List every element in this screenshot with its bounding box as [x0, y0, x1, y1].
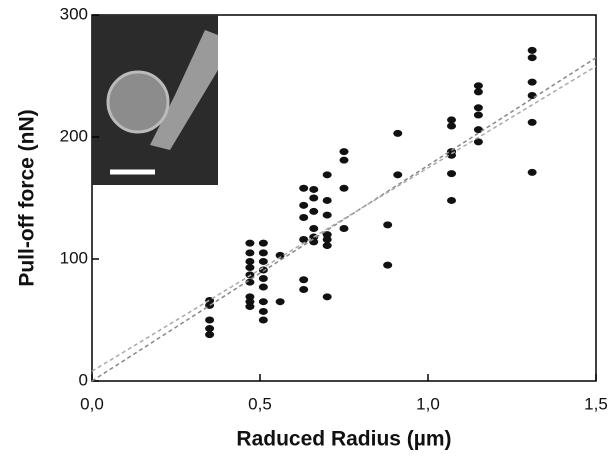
data-point	[258, 257, 268, 265]
data-point	[447, 151, 457, 159]
data-point	[473, 104, 483, 112]
data-point	[205, 331, 215, 339]
data-point	[527, 46, 537, 54]
data-point	[245, 298, 255, 306]
x-axis-title: Raduced Radius (µm)	[236, 428, 451, 451]
data-point	[245, 303, 255, 311]
data-point	[383, 221, 393, 229]
data-point	[322, 171, 332, 179]
data-point	[245, 257, 255, 265]
data-point	[322, 242, 332, 250]
data-point	[473, 88, 483, 96]
inset-image	[92, 15, 218, 185]
data-point	[258, 316, 268, 324]
data-point	[258, 283, 268, 291]
data-point	[275, 251, 285, 259]
data-point	[309, 185, 319, 193]
x-tick-label: 0,5	[248, 394, 272, 413]
plot-frame	[91, 14, 597, 382]
data-point	[309, 194, 319, 202]
data-point	[473, 138, 483, 146]
x-tick-label: 1,5	[584, 394, 608, 413]
data-point	[322, 235, 332, 243]
y-tick-label: 100	[60, 248, 88, 267]
data-point	[339, 148, 349, 156]
data-point	[447, 170, 457, 178]
inset-cantilever	[150, 30, 218, 150]
data-point	[339, 184, 349, 192]
data-point	[245, 239, 255, 247]
data-point	[258, 298, 268, 306]
data-point	[299, 276, 309, 284]
data-point	[339, 225, 349, 232]
data-point	[393, 129, 403, 137]
data-point	[473, 126, 483, 134]
data-point	[205, 325, 215, 333]
data-point	[299, 214, 309, 222]
data-point	[339, 156, 349, 164]
x-tick-label: 0,0	[80, 394, 104, 413]
data-point	[299, 235, 309, 243]
data-point	[258, 239, 268, 247]
y-axis-title: Pull-off force (nN)	[16, 109, 39, 286]
data-point	[299, 286, 309, 293]
data-point	[245, 264, 255, 272]
data-point	[258, 249, 268, 257]
data-point	[258, 275, 268, 283]
data-point	[527, 78, 537, 86]
data-point	[309, 207, 319, 215]
data-point	[322, 293, 332, 301]
data-point	[473, 111, 483, 119]
y-tick-label: 200	[60, 126, 88, 145]
data-point	[447, 122, 457, 130]
data-point	[299, 201, 309, 209]
inset-sphere	[106, 70, 170, 134]
data-point	[527, 54, 537, 62]
data-point	[275, 298, 285, 306]
data-point	[245, 293, 255, 301]
data-point	[205, 316, 215, 324]
data-point	[383, 261, 393, 269]
data-point	[245, 249, 255, 257]
data-point	[527, 92, 537, 100]
data-point	[299, 184, 309, 192]
data-point	[322, 231, 332, 239]
data-point	[258, 307, 268, 315]
data-point	[447, 116, 457, 124]
fit-line	[91, 57, 597, 382]
y-tick-label: 300	[60, 4, 88, 23]
data-point	[322, 196, 332, 204]
data-point	[309, 225, 319, 232]
data-point	[473, 82, 483, 90]
y-tick-label: 0	[79, 370, 88, 389]
fit-line	[91, 65, 597, 372]
data-point	[527, 118, 537, 126]
x-tick-label: 1,0	[416, 394, 440, 413]
data-point	[322, 211, 332, 219]
data-point	[527, 168, 537, 176]
data-point	[393, 171, 403, 179]
data-point	[447, 196, 457, 204]
